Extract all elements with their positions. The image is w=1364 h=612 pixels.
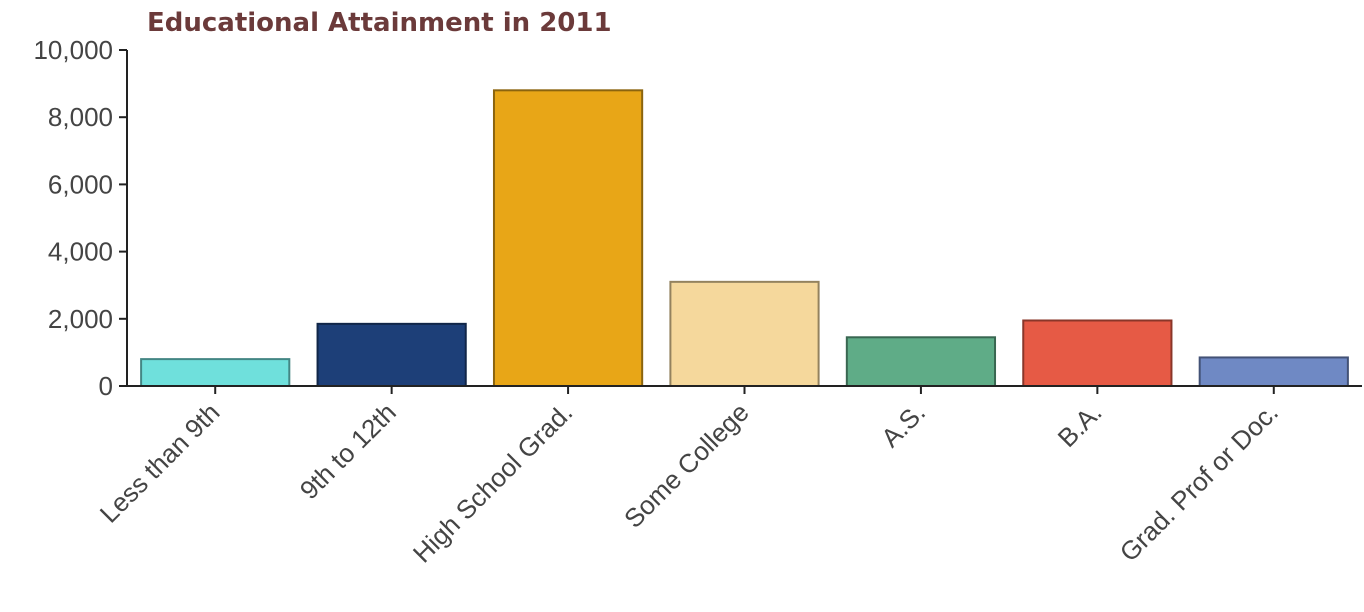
y-tick-label: 8,000 <box>48 102 113 132</box>
x-tick-label: 9th to 12th <box>294 397 402 505</box>
bar-9th-to-12th <box>316 322 467 387</box>
bar-some-college <box>669 280 820 387</box>
x-axis: Less than 9th 9th to 12th High School Grad… <box>94 385 1362 568</box>
bar-a-s <box>845 336 997 387</box>
bar-grad-prof-or-doc <box>1198 356 1349 388</box>
y-axis: 0 2,000 4,000 6,000 8,000 10,000 <box>33 35 128 401</box>
y-tick-label: 0 <box>99 371 113 401</box>
chart-title: Educational Attainment in 2011 <box>147 8 612 38</box>
x-tick-label: A.S. <box>875 397 931 453</box>
y-tick-label: 6,000 <box>48 169 113 199</box>
y-tick-label: 10,000 <box>33 35 113 65</box>
bar-b-a <box>1022 319 1173 388</box>
y-tick-label: 2,000 <box>48 304 113 334</box>
x-tick-label: Some College <box>618 397 755 534</box>
bar-high-school-grad <box>492 89 644 387</box>
y-tick-label: 4,000 <box>48 237 113 267</box>
x-tick-label: Grad. Prof or Doc. <box>1114 397 1284 567</box>
x-tick-label: High School Grad. <box>407 397 578 568</box>
bars <box>140 89 1349 388</box>
bar-less-than-9th <box>140 358 291 387</box>
x-tick-label: B.A. <box>1052 397 1108 453</box>
x-tick-label: Less than 9th <box>94 397 226 529</box>
